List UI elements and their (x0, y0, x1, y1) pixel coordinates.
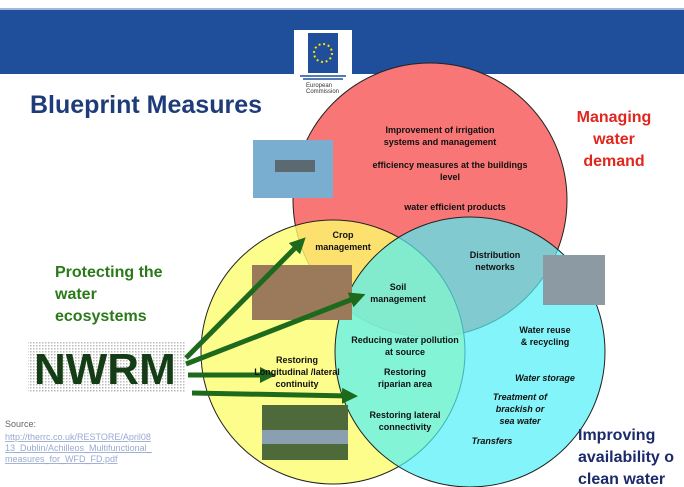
measure-label: management (315, 242, 371, 252)
image-river-water (262, 430, 348, 444)
measure-label: Treatment of (493, 392, 548, 402)
region-label: availability o (578, 449, 674, 466)
region-label: demand (583, 153, 644, 170)
measure-label: Improvement of irrigation (385, 125, 494, 135)
region-label: Improving (578, 427, 655, 444)
region-label: Managing (577, 109, 652, 126)
logo-text: Commission (306, 89, 339, 95)
measure-label: riparian area (378, 379, 433, 389)
measure-label: Transfers (472, 436, 513, 446)
source-link: http://therrc.co.uk/RESTORE/April08 (5, 432, 151, 442)
image-tap-detail (275, 160, 315, 172)
measure-label: Longitudinal /lateral (254, 367, 340, 377)
measure-label: Soil (390, 282, 407, 292)
header-border (0, 8, 684, 10)
region-label: water (54, 286, 97, 303)
measure-label: Reducing water pollution (351, 335, 459, 345)
source-link: measures_for_WFD_FD.pdf (5, 454, 118, 464)
source-label: Source: (5, 419, 36, 429)
measure-label: Water reuse (519, 325, 570, 335)
measure-label: Restoring lateral (369, 410, 440, 420)
source-link: 13_Dublin/Achilleos_Multifunctional_ (5, 443, 153, 453)
region-label: ecosystems (55, 308, 147, 325)
measure-label: systems and management (384, 137, 497, 147)
logo-flag (308, 33, 338, 73)
measure-label: at source (385, 347, 425, 357)
title: Blueprint Measures (30, 91, 262, 119)
measure-label: sea water (499, 416, 541, 426)
measure-label: Distribution (470, 250, 521, 260)
measure-label: connectivity (379, 422, 432, 432)
measure-label: Crop (333, 230, 354, 240)
measure-label: efficiency measures at the buildings (372, 160, 527, 170)
measure-label: continuity (276, 379, 319, 389)
region-label: water (592, 131, 635, 148)
image-plant (543, 255, 605, 305)
region-label: Protecting the (55, 264, 163, 281)
nwrm-label: NWRM (34, 345, 176, 394)
region-label: clean water (578, 471, 665, 487)
measure-label: level (440, 172, 460, 182)
measure-label: & recycling (521, 337, 570, 347)
measure-label: brackish or (496, 404, 545, 414)
measure-label: Restoring (384, 367, 426, 377)
logo: European Commission (294, 30, 352, 95)
measure-label: networks (475, 262, 515, 272)
arrow (192, 393, 350, 396)
measure-label: Restoring (276, 355, 318, 365)
measure-label: management (370, 294, 426, 304)
measure-label: water efficient products (403, 202, 506, 212)
slide: European Commission Blueprint Measures N… (0, 0, 684, 487)
measure-label: Water storage (515, 373, 575, 383)
